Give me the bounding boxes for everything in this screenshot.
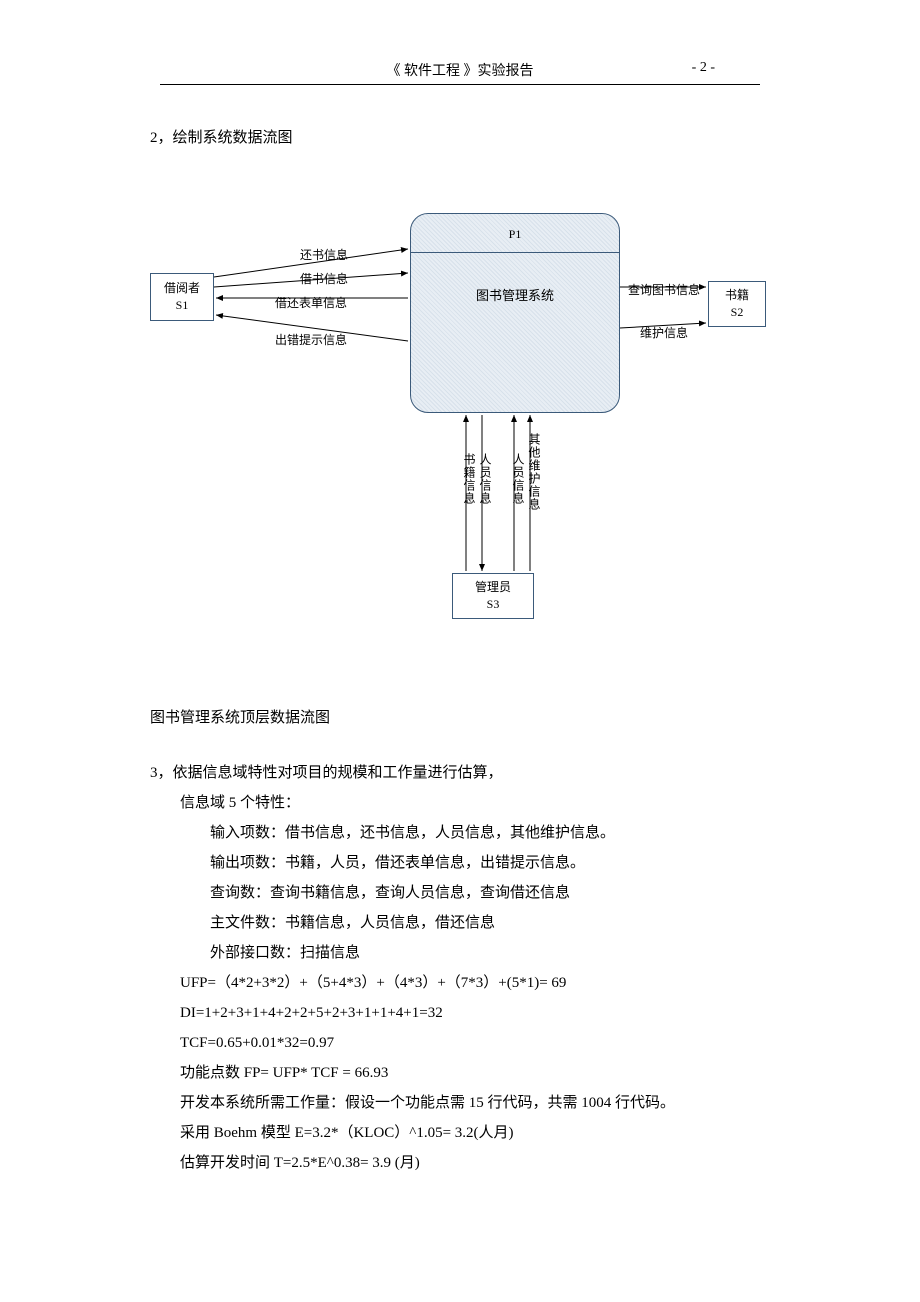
- entity-s2-label: 书籍: [725, 287, 749, 304]
- s3-c2: DI=1+2+3+1+4+2+2+5+2+3+1+1+4+1=32: [150, 998, 770, 1028]
- entity-s2-id: S2: [731, 304, 744, 321]
- s3-c4: 功能点数 FP= UFP* TCF = 66.93: [150, 1058, 770, 1088]
- header-rule: [160, 84, 760, 85]
- entity-s1: 借阅者 S1: [150, 273, 214, 321]
- s3-l1: 信息域 5 个特性：: [150, 788, 770, 818]
- header-title: 《 软件工程 》实验报告: [387, 64, 534, 79]
- page-number: - 2 -: [692, 60, 715, 76]
- s3-c5: 开发本系统所需工作量：假设一个功能点需 15 行代码，共需 1004 行代码。: [150, 1088, 770, 1118]
- entity-s3-id: S3: [487, 596, 500, 613]
- process-p1: P1 图书管理系统: [410, 213, 620, 413]
- s3-l4: 查询数：查询书籍信息，查询人员信息，查询借还信息: [150, 878, 770, 908]
- flow-error-msg: 出错提示信息: [275, 328, 347, 352]
- process-name: 图书管理系统: [411, 253, 619, 309]
- s3-c3: TCF=0.65+0.01*32=0.97: [150, 1028, 770, 1058]
- diagram-caption: 图书管理系统顶层数据流图: [150, 703, 770, 733]
- flow-staff-info-down: 人员信息: [473, 453, 497, 505]
- entity-s2: 书籍 S2: [708, 281, 766, 327]
- entity-s1-id: S1: [176, 297, 189, 314]
- entity-s3-label: 管理员: [475, 579, 511, 596]
- flow-return-book: 还书信息: [300, 243, 348, 267]
- entity-s1-label: 借阅者: [164, 280, 200, 297]
- s3-c1: UFP=（4*2+3*2）+（5+4*3）+（4*3）+（7*3）+(5*1)=…: [150, 968, 770, 998]
- flow-maintain: 维护信息: [640, 321, 688, 345]
- s3-l3: 输出项数：书籍，人员，借还表单信息，出错提示信息。: [150, 848, 770, 878]
- entity-s3: 管理员 S3: [452, 573, 534, 619]
- section3-title: 3，依据信息域特性对项目的规模和工作量进行估算，: [150, 758, 770, 788]
- s3-c7: 估算开发时间 T=2.5*E^0.38= 3.9 (月): [150, 1148, 770, 1178]
- flow-other-maintain: 其他维护信息: [522, 433, 546, 511]
- dfd-diagram: 借阅者 S1 P1 图书管理系统 书籍 S2 管理员 S3 还书信息 借书信息 …: [150, 163, 770, 683]
- process-id: P1: [411, 214, 619, 253]
- section2-title: 2，绘制系统数据流图: [150, 123, 770, 153]
- main-content: 2，绘制系统数据流图 借阅者 S1 P1 图书管理系统 书籍 S2 管理员 S3…: [0, 93, 920, 1178]
- page-header: 《 软件工程 》实验报告 - 2 -: [0, 0, 920, 93]
- s3-c6: 采用 Boehm 模型 E=3.2*（KLOC）^1.05= 3.2(人月): [150, 1118, 770, 1148]
- flow-borrow-form: 借还表单信息: [275, 291, 347, 315]
- s3-l2: 输入项数：借书信息，还书信息，人员信息，其他维护信息。: [150, 818, 770, 848]
- s3-l5: 主文件数：书籍信息，人员信息，借还信息: [150, 908, 770, 938]
- flow-borrow-book: 借书信息: [300, 267, 348, 291]
- flow-query-book: 查询图书信息: [628, 278, 700, 302]
- s3-l6: 外部接口数：扫描信息: [150, 938, 770, 968]
